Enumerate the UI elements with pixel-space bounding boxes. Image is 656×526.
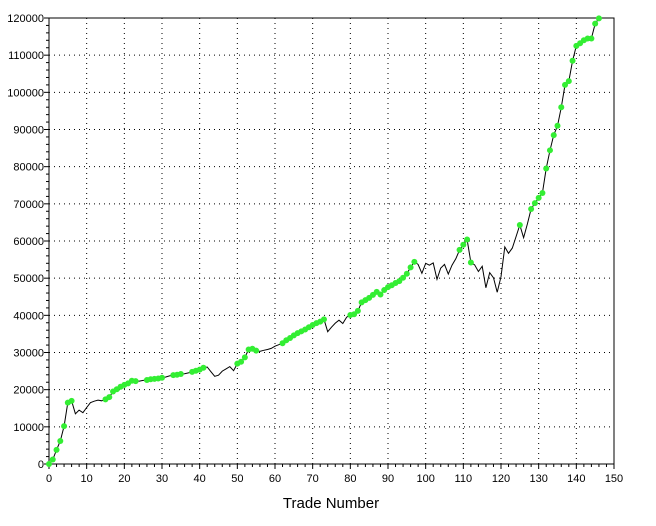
x-tick-label: 20 — [118, 473, 130, 485]
y-tick-label: 50000 — [13, 273, 44, 285]
winning-trade-point — [159, 374, 165, 381]
winning-trade-point — [49, 456, 56, 463]
winning-trade-point — [456, 246, 463, 253]
winning-trade-point — [516, 222, 523, 229]
series-layer — [48, 18, 600, 465]
x-tick-label: 80 — [344, 473, 356, 485]
tick-marks — [44, 17, 615, 469]
y-tick-label: 100000 — [7, 87, 44, 99]
winning-trade-point — [411, 258, 418, 265]
winning-trade-point — [106, 394, 113, 401]
winning-trade-point — [565, 78, 572, 85]
winning-trade-point — [569, 57, 576, 64]
winning-trade-point — [539, 190, 546, 197]
winning-trade-point — [320, 316, 327, 323]
winning-trade-point — [595, 15, 602, 22]
x-tick-label: 10 — [81, 473, 93, 485]
y-tick-label: 70000 — [13, 199, 44, 211]
x-tick-labels: 0 10 20 30 40 50 60 70 80 90 100 110 120 130 140 150 — [46, 473, 623, 485]
winning-trade-point — [241, 354, 248, 361]
x-tick-label: 140 — [567, 473, 585, 485]
winning-trade-point — [546, 147, 553, 154]
y-tick-label: 110000 — [8, 50, 44, 62]
winning-trade-point — [177, 371, 184, 378]
winning-trade-point — [558, 104, 565, 111]
x-tick-label: 110 — [455, 473, 473, 485]
x-axis-title: Trade Number — [283, 495, 379, 512]
x-tick-label: 40 — [194, 473, 206, 485]
winning-trade-point — [460, 241, 467, 248]
marker-layer — [46, 15, 602, 467]
y-tick-label: 20000 — [13, 385, 44, 397]
winning-trade-point — [528, 206, 535, 213]
winning-trade-point — [535, 194, 542, 201]
series-line — [48, 18, 600, 465]
winning-trade-point — [531, 200, 538, 207]
x-tick-label: 0 — [46, 473, 52, 485]
winning-trade-point — [68, 397, 75, 404]
x-tick-label: 70 — [307, 473, 319, 485]
winning-trade-point — [554, 122, 561, 129]
x-tick-label: 90 — [382, 473, 394, 485]
winning-trade-point — [592, 20, 599, 27]
x-tick-label: 130 — [529, 473, 547, 485]
winning-trade-point — [543, 165, 550, 172]
winning-trade-point — [550, 132, 557, 139]
winning-trade-point — [377, 291, 384, 298]
winning-trade-point — [53, 446, 60, 453]
grid-lines — [49, 18, 614, 464]
y-tick-label: 80000 — [13, 162, 44, 174]
x-tick-label: 30 — [156, 473, 168, 485]
y-tick-label: 40000 — [13, 310, 44, 322]
winning-trade-point — [588, 35, 595, 42]
winning-trade-point — [562, 81, 569, 88]
winning-trade-point — [238, 358, 245, 365]
x-tick-label: 60 — [269, 473, 281, 485]
y-tick-label: 10000 — [13, 422, 44, 434]
winning-trade-point — [200, 364, 207, 371]
winning-trade-point — [464, 236, 471, 243]
winning-trade-point — [46, 461, 52, 467]
winning-trade-point — [61, 423, 68, 430]
y-tick-label: 0 — [38, 459, 44, 471]
winning-trade-point — [132, 378, 139, 385]
x-tick-label: 150 — [605, 473, 623, 485]
y-tick-label: 60000 — [13, 236, 44, 248]
y-tick-labels: 0 10000 20000 30000 40000 50000 60000 70000 8000… — [7, 13, 44, 471]
winning-trade-point — [400, 274, 407, 281]
x-tick-label: 120 — [492, 473, 510, 485]
winning-trade-point — [407, 264, 414, 271]
y-tick-label: 30000 — [13, 348, 44, 360]
winning-trade-point — [403, 270, 410, 277]
winning-trade-point — [57, 437, 64, 444]
x-tick-label: 100 — [416, 473, 434, 485]
y-tick-label: 90000 — [13, 125, 44, 137]
winning-trade-point — [253, 347, 260, 354]
winning-trade-point — [467, 259, 474, 266]
x-tick-label: 50 — [231, 473, 243, 485]
winning-trade-point — [354, 307, 361, 314]
y-tick-label: 120000 — [7, 13, 44, 25]
